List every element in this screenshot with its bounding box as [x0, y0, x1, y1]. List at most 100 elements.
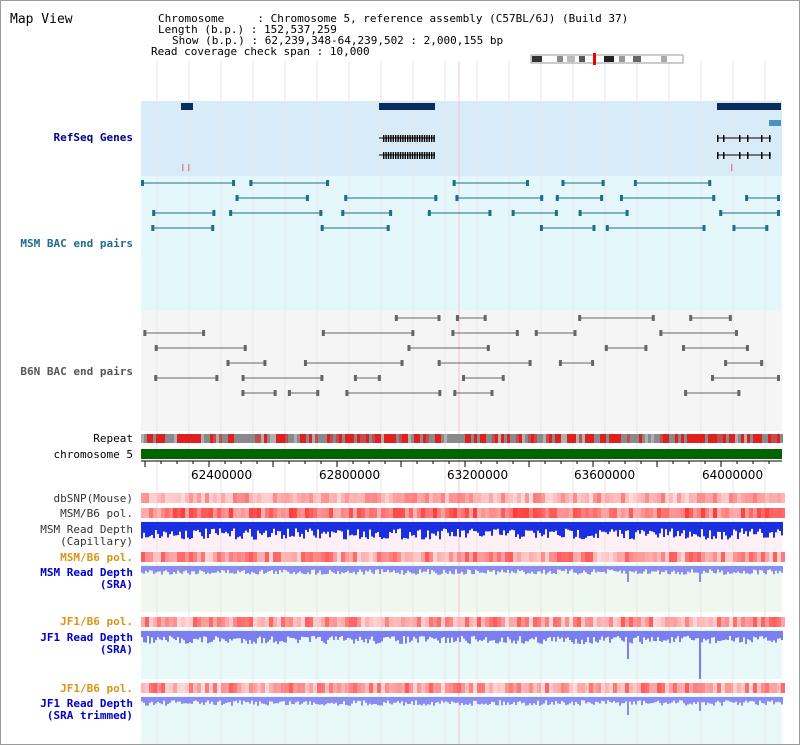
- read-depth-bar: [317, 631, 319, 638]
- repeat-segment: [402, 434, 405, 443]
- msm-bac-pair: [229, 210, 233, 216]
- read-depth-bar: [219, 697, 221, 701]
- read-depth-bar: [401, 631, 403, 644]
- polymorphism-cell: [693, 552, 697, 562]
- track-label-msm-depth-sra-sub: (SRA): [99, 578, 133, 591]
- read-depth-bar: [703, 697, 705, 703]
- polymorphism-cell: [565, 617, 569, 627]
- read-depth-bar: [651, 631, 653, 638]
- repeat-segment: [546, 434, 549, 443]
- read-depth-bar: [463, 566, 465, 575]
- polymorphism-cell: [737, 508, 741, 518]
- polymorphism-cell: [501, 683, 505, 693]
- polymorphism-cell: [505, 683, 509, 693]
- read-depth-bar: [557, 522, 559, 536]
- polymorphism-cell: [545, 617, 549, 627]
- polymorphism-cell: [241, 617, 245, 627]
- read-depth-bar: [187, 522, 189, 538]
- read-depth-bar: [441, 697, 443, 701]
- read-depth-bar: [701, 566, 703, 574]
- msm-bac-pair: [777, 210, 780, 216]
- polymorphism-cell: [253, 493, 257, 503]
- msm-bac-pair: [455, 195, 459, 201]
- read-depth-bar: [739, 522, 741, 533]
- read-depth-bar: [179, 697, 181, 702]
- read-depth-bar: [255, 631, 257, 644]
- b6n-bac-pair: [515, 330, 519, 336]
- read-depth-bar: [607, 697, 609, 701]
- read-depth-bar: [453, 631, 455, 643]
- track-label-b6n-bac[interactable]: B6N BAC end pairs: [20, 365, 133, 378]
- read-depth-bar: [759, 522, 761, 529]
- read-depth-bar: [375, 566, 377, 570]
- read-depth-bar: [749, 631, 751, 641]
- read-depth-bar: [375, 631, 377, 644]
- ideogram-position-marker: [593, 53, 596, 65]
- read-depth-bar: [327, 522, 329, 532]
- polymorphism-cell: [397, 508, 401, 518]
- read-depth-bar: [639, 697, 641, 701]
- read-depth-bar: [145, 697, 147, 706]
- polymorphism-cell: [261, 493, 265, 503]
- read-depth-bar: [781, 566, 783, 573]
- polymorphism-cell: [577, 683, 581, 693]
- polymorphism-cell: [597, 493, 601, 503]
- polymorphism-cell: [209, 508, 213, 518]
- polymorphism-cell: [145, 617, 149, 627]
- polymorphism-cell: [453, 683, 457, 693]
- read-depth-bar: [307, 697, 309, 705]
- track-label-msm-bac[interactable]: MSM BAC end pairs: [20, 237, 133, 250]
- polymorphism-cell: [349, 617, 353, 627]
- polymorphism-cell: [165, 508, 169, 518]
- chromosome-bar: [141, 449, 782, 459]
- polymorphism-cell: [761, 493, 765, 503]
- polymorphism-cell: [517, 617, 521, 627]
- read-depth-bar: [393, 631, 395, 637]
- read-depth-bar: [201, 631, 203, 643]
- polymorphism-cell: [781, 683, 785, 693]
- read-depth-bar: [535, 631, 537, 637]
- polymorphism-cell: [461, 508, 465, 518]
- repeat-segment: [597, 434, 600, 443]
- polymorphism-cell: [445, 617, 449, 627]
- polymorphism-cell: [725, 493, 729, 503]
- polymorphism-cell: [221, 508, 225, 518]
- repeat-segment: [258, 434, 261, 443]
- read-depth-bar: [717, 631, 719, 641]
- repeat-segment: [576, 434, 579, 443]
- read-depth-bar: [635, 631, 637, 638]
- polymorphism-cell: [381, 683, 385, 693]
- read-depth-bar: [165, 697, 167, 706]
- read-depth-bar: [207, 631, 209, 644]
- polymorphism-cell: [149, 617, 153, 627]
- polymorphism-cell: [229, 493, 233, 503]
- polymorphism-cell: [545, 508, 549, 518]
- read-depth-bar: [239, 522, 241, 537]
- read-depth-bar: [705, 697, 707, 705]
- read-depth-bar: [197, 522, 199, 530]
- repeat-segment: [564, 434, 567, 443]
- polymorphism-cell: [617, 552, 621, 562]
- repeat-segment: [768, 434, 771, 443]
- read-depth-bar: [489, 631, 491, 641]
- polymorphism-cell: [461, 617, 465, 627]
- repeat-segment: [240, 434, 243, 443]
- read-depth-bar: [755, 522, 757, 535]
- read-depth-bar: [689, 522, 691, 532]
- polymorphism-cell: [353, 508, 357, 518]
- read-depth-bar: [141, 631, 143, 638]
- read-depth-bar: [199, 522, 201, 533]
- repeat-segment: [414, 434, 417, 443]
- read-depth-bar: [147, 697, 149, 706]
- read-depth-bar: [247, 631, 249, 645]
- read-depth-bar: [761, 631, 763, 637]
- polymorphism-cell: [573, 552, 577, 562]
- track-label-refseq[interactable]: RefSeq Genes: [53, 131, 133, 144]
- polymorphism-cell: [365, 493, 369, 503]
- gene-exon: [395, 135, 397, 142]
- read-depth-bar: [221, 566, 223, 571]
- repeat-segment: [639, 434, 642, 443]
- read-depth-bar: [745, 631, 747, 644]
- b6n-bac-pair: [453, 390, 457, 396]
